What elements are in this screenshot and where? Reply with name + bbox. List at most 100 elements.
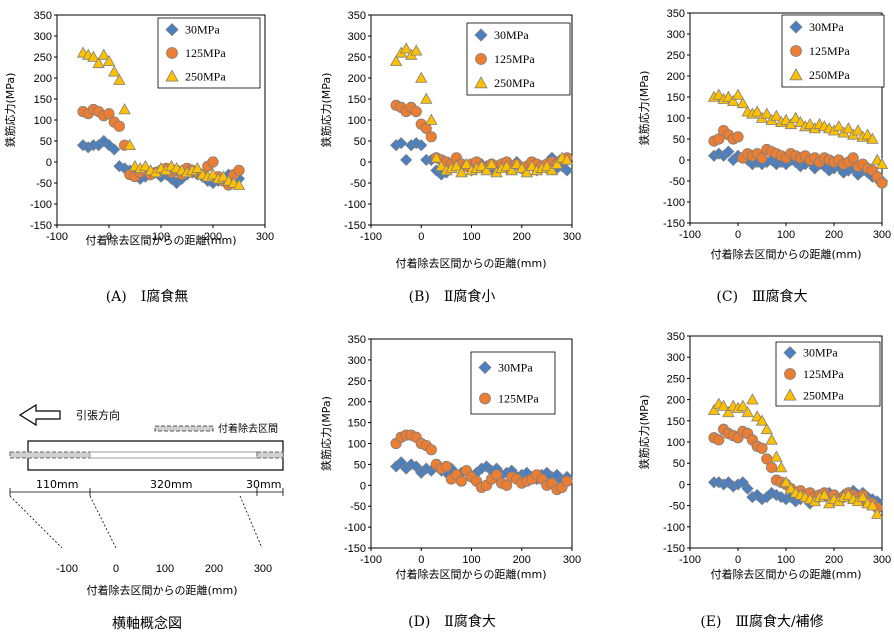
y-tick-label: -50 (36, 178, 52, 190)
dim-320mm: 320mm (150, 478, 192, 491)
data-point-125MPa (103, 108, 115, 120)
y-tick-label: 100 (348, 439, 366, 451)
y-tick-label: 300 (348, 31, 366, 43)
y-tick-label: -100 (663, 522, 685, 534)
data-points (707, 393, 884, 519)
legend-entry: 125MPa (809, 44, 850, 58)
y-tick-label: 150 (34, 94, 52, 106)
tension-direction-label: 引張方向 (76, 408, 120, 422)
data-point-250MPa (765, 433, 778, 445)
data-point-250MPa (435, 159, 448, 172)
data-points (707, 88, 889, 189)
x-tick-label: -100 (46, 231, 68, 243)
x-tick-label: 0 (735, 229, 741, 241)
y-tick-label: 300 (667, 352, 685, 364)
x-tick-label: 100 (462, 231, 480, 243)
legend-entry: 250MPa (803, 388, 844, 402)
concept-xtick: 0 (113, 563, 119, 575)
y-tick-label: 150 (667, 416, 685, 428)
legend: 30MPa 125MPa 250MPa (775, 341, 881, 407)
data-point-250MPa (450, 159, 463, 172)
y-tick-label: 0 (679, 479, 685, 491)
legend-marker-30MPa (478, 360, 492, 375)
data-point-125MPa (561, 475, 573, 487)
data-point-30MPa (108, 143, 121, 156)
y-tick-label: 150 (348, 418, 366, 430)
data-point-125MPa (491, 469, 503, 481)
data-point-250MPa (102, 54, 116, 66)
data-point-250MPa (550, 157, 564, 169)
x-tick-label: 0 (735, 554, 741, 566)
data-point-30MPa (400, 153, 413, 166)
chart-caption: (E) Ⅲ腐食大/補修 (700, 613, 823, 630)
data-point-250MPa (741, 405, 754, 418)
legend-marker-30MPa (474, 28, 488, 42)
y-tick-label: 350 (348, 10, 366, 22)
x-tick-label: 300 (563, 554, 581, 566)
specimen-bar (9, 440, 284, 471)
data-point-250MPa (389, 54, 403, 66)
y-axis-label: 鉄筋応力(MPa) (637, 395, 651, 470)
data-point-30MPa (415, 139, 428, 152)
data-point-30MPa (395, 137, 408, 150)
removed-section-label: 付着除去区間 (218, 422, 278, 435)
data-point-250MPa (485, 157, 498, 169)
data-point-125MPa (713, 133, 725, 145)
concept-xlabel: 付着除去区間からの距離(mm) (86, 583, 237, 597)
y-tick-label: 0 (360, 480, 366, 492)
y-tick-label: 0 (360, 157, 366, 169)
x-tick-label: -100 (679, 554, 701, 566)
concept-xtick: 300 (254, 563, 272, 575)
chart-caption: (A) Ⅰ腐食無 (106, 288, 189, 305)
data-point-250MPa (430, 151, 443, 163)
y-tick-label: 200 (667, 395, 685, 407)
data-point-125MPa (847, 152, 859, 164)
data-point-250MPa (722, 405, 735, 418)
data-points (389, 42, 574, 181)
y-tick-label: 200 (348, 73, 366, 85)
y-tick-label: -50 (669, 176, 685, 188)
y-tick-label: -100 (663, 197, 685, 209)
x-tick-label: 200 (513, 231, 531, 243)
legend-marker-30MPa (165, 23, 179, 37)
legend-entry: 30MPa (494, 28, 529, 42)
data-point-250MPa (515, 161, 528, 174)
data-point-250MPa (399, 42, 413, 54)
data-point-125MPa (410, 106, 422, 118)
y-tick-label: 250 (667, 50, 685, 62)
data-point-250MPa (779, 475, 793, 488)
data-point-30MPa (722, 145, 735, 158)
y-tick-label: -150 (663, 218, 685, 230)
y-tick-label: 100 (667, 437, 685, 449)
x-axis-label: 付着除去区間からの距離(mm) (395, 256, 546, 270)
legend-marker-125MPa (475, 53, 487, 65)
data-point-125MPa (876, 177, 888, 189)
x-tick-label: -100 (360, 231, 382, 243)
y-tick-label: 250 (348, 52, 366, 64)
data-point-125MPa (425, 131, 437, 143)
y-tick-label: 50 (673, 134, 685, 146)
data-point-250MPa (540, 159, 554, 172)
data-point-250MPa (118, 103, 131, 115)
x-tick-label: 300 (873, 554, 891, 566)
y-tick-label: -150 (344, 220, 366, 232)
data-point-250MPa (92, 56, 105, 69)
legend-marker-125MPa (790, 45, 802, 57)
x-tick-label: 100 (152, 231, 170, 243)
dimension-lines (9, 488, 284, 549)
y-axis-label: 鉄筋応力(MPa) (319, 396, 333, 471)
data-point-250MPa (460, 157, 473, 169)
y-tick-label: 200 (348, 397, 366, 409)
y-tick-label: 100 (667, 113, 685, 125)
data-point-250MPa (108, 65, 121, 77)
legend-marker-250MPa (789, 68, 803, 81)
x-axis-label: 付着除去区間からの距離(mm) (395, 567, 546, 581)
legend-entry: 30MPa (803, 346, 838, 360)
legend-marker-30MPa (789, 20, 803, 34)
concept-xtick: 100 (156, 563, 174, 575)
